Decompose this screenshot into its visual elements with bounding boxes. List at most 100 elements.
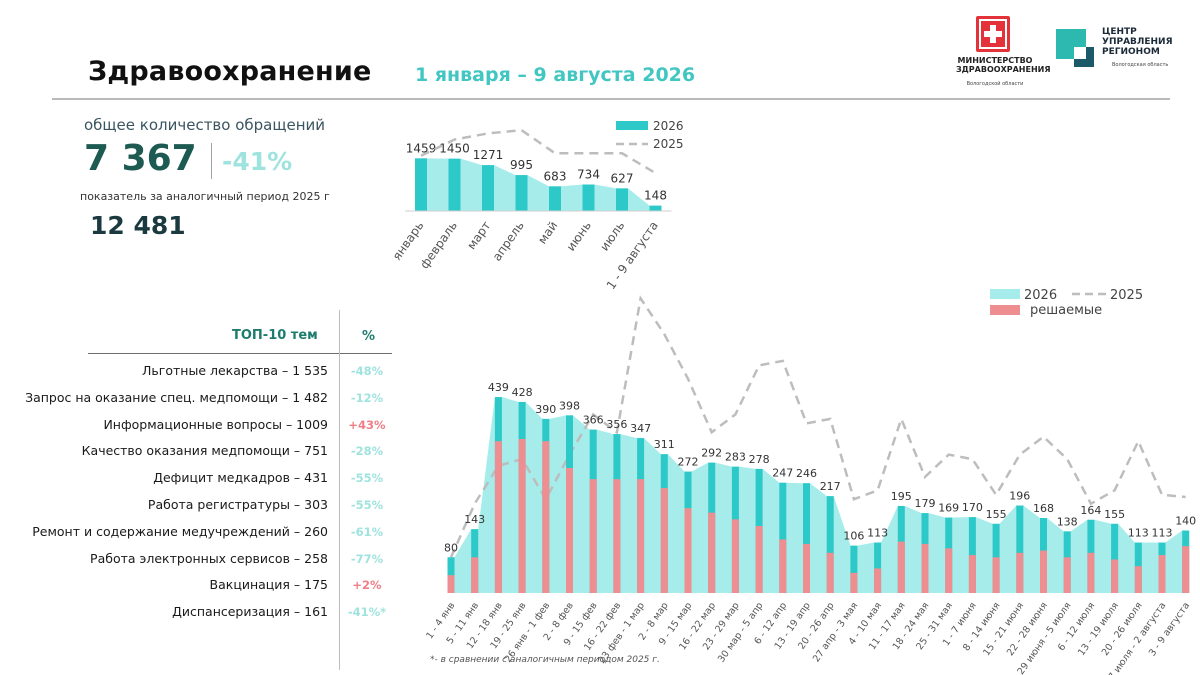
weekly-bar-solved	[992, 557, 1000, 593]
top10-pct: -28%	[350, 444, 384, 459]
weekly-bar-2026	[874, 542, 882, 593]
monthly-value-label: 1271	[473, 148, 504, 162]
monthly-category-label: апрель	[490, 219, 527, 264]
weekly-bar-solved	[1158, 555, 1166, 593]
ministry-sub: Вологодской области	[966, 81, 1024, 87]
monthly-category-label: июль	[597, 219, 627, 254]
top10-pct: +2%	[352, 578, 382, 593]
monthly-bar	[582, 184, 595, 211]
top10-topic: Ремонт и содержание медучреждений – 260	[32, 523, 328, 539]
weekly-value-label: 164	[1080, 504, 1101, 517]
ministry-logo-icon	[976, 16, 1010, 52]
weekly-value-label: 217	[820, 480, 841, 493]
weekly-value-label: 366	[583, 414, 604, 427]
weekly-bar-solved	[1040, 550, 1047, 593]
monthly-bar	[448, 158, 461, 211]
top10-pct: -48%	[350, 364, 384, 378]
monthly-value-label: 627	[611, 171, 634, 185]
top10-pct: +43%	[348, 417, 386, 432]
monthly-bar	[649, 205, 662, 211]
top10-topic: Запрос на оказание спец. медпомощи – 1 4…	[25, 389, 328, 405]
weekly-value-label: 80	[444, 541, 458, 554]
kpi-prev-value: 12 481	[90, 211, 186, 240]
weekly-value-label: 113	[1152, 527, 1173, 540]
weekly-value-label: 113	[867, 527, 888, 540]
weekly-value-label: 138	[1057, 515, 1078, 528]
weekly-bar-solved	[447, 575, 455, 593]
top10-pct-header: %	[362, 329, 376, 344]
top10-topic: Вакцинация – 175	[209, 577, 328, 593]
monthly-bar	[482, 165, 494, 211]
weekly-bar-2026	[1016, 505, 1024, 593]
kpi-prev-label: показатель за аналогичный период 2025 г	[80, 190, 330, 203]
top10-topic: Качество оказания медпомощи – 751	[81, 443, 328, 459]
weekly-bar-solved	[755, 526, 763, 593]
weekly-value-label: 196	[1009, 490, 1030, 503]
monthly-category-label: март	[464, 219, 493, 252]
weekly-legend-2025-label: 2025	[1110, 288, 1143, 303]
top10-header-line	[88, 353, 392, 354]
top10-row: Работа электронных сервисов – 258 -77%	[0, 551, 392, 573]
monthly-legend-2026-label: 2026	[653, 119, 684, 133]
monthly-value-label: 995	[510, 158, 533, 172]
weekly-legend-2026-swatch	[990, 289, 1020, 299]
top10-pct: -55%	[350, 471, 384, 486]
monthly-category-label: май	[535, 219, 560, 247]
top10-pct: -12%	[350, 390, 384, 405]
weekly-legend-2026-label: 2026	[1024, 288, 1057, 303]
weekly-value-label: 168	[1033, 502, 1054, 515]
top10-row: Качество оказания медпомощи – 751 -28%	[0, 443, 392, 465]
kpi-change: -41%	[222, 147, 293, 176]
top10-pct: -77%	[350, 551, 384, 566]
kpi-separator	[211, 143, 212, 179]
weekly-value-label: 428	[512, 386, 533, 399]
weekly-value-label: 113	[1128, 527, 1149, 540]
monthly-value-label: 1450	[439, 142, 470, 156]
weekly-value-label: 347	[630, 422, 651, 435]
weekly-bar-2026	[826, 496, 834, 593]
monthly-area	[415, 158, 662, 211]
weekly-bar-solved	[518, 439, 526, 593]
weekly-value-label: 155	[1104, 508, 1125, 521]
monthly-bar	[515, 175, 528, 211]
weekly-value-label: 195	[891, 490, 912, 503]
weekly-bar-solved	[494, 441, 502, 593]
weekly-bar-solved	[968, 555, 976, 593]
weekly-value-label: 106	[843, 530, 864, 543]
top10-row: Ремонт и содержание медучреждений – 260 -…	[0, 524, 392, 546]
monthly-value-label: 734	[577, 168, 600, 182]
center-sub: Вологодская область	[1112, 62, 1169, 68]
top10-pct: -55%	[350, 498, 384, 512]
weekly-value-label: 140	[1175, 515, 1196, 528]
weekly-value-label: 390	[535, 403, 556, 416]
kpi-value: 7 367	[84, 138, 197, 179]
center-name: ЦЕНТР УПРАВЛЕНИЯ РЕГИОНОМ	[1102, 27, 1173, 57]
kpi-label: общее количество обращений	[84, 116, 326, 134]
weekly-bar-solved	[708, 512, 716, 593]
top10-row: Вакцинация – 175 +2%	[0, 577, 392, 599]
weekly-bar-solved	[589, 479, 597, 593]
weekly-bar-solved	[613, 479, 621, 593]
weekly-value-label: 143	[464, 513, 485, 526]
weekly-bar-solved	[660, 488, 668, 593]
weekly-bar-solved	[1182, 546, 1190, 593]
monthly-value-label: 683	[544, 169, 567, 183]
weekly-value-label: 439	[488, 381, 509, 394]
footnote: *- в сравнении с аналогичным периодом 20…	[430, 655, 660, 665]
top10-row: Льготные лекарства – 1 535 -48%	[0, 363, 392, 385]
top10-row: Диспансеризация – 161 -41%*	[0, 604, 392, 626]
weekly-value-label: 169	[938, 502, 959, 515]
weekly-value-label: 179	[915, 497, 936, 510]
weekly-value-label: 311	[654, 438, 675, 451]
weekly-bar-solved	[684, 508, 692, 593]
weekly-bar-2026	[803, 483, 810, 593]
monthly-bar	[616, 188, 628, 211]
weekly-value-label: 356	[606, 418, 627, 431]
weekly-bar-2026	[779, 482, 787, 593]
weekly-bar-2026	[1111, 523, 1119, 593]
weekly-value-label: 155	[986, 508, 1007, 521]
page-title: Здравоохранение	[88, 56, 372, 87]
ministry-name: МИНИСТЕРСТВО ЗДРАВООХРАНЕНИЯ	[956, 56, 1051, 74]
weekly-bar-solved	[779, 539, 787, 593]
